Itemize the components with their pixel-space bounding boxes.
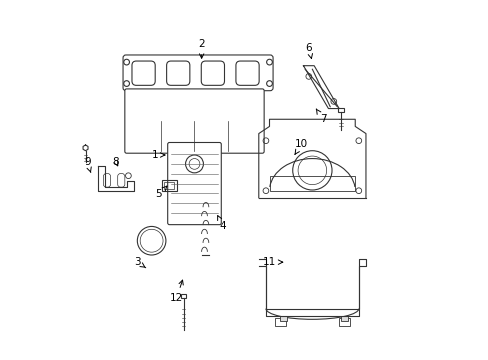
- Bar: [274, 318, 285, 327]
- Text: 7: 7: [316, 109, 325, 124]
- Text: 8: 8: [112, 157, 119, 167]
- Bar: [280, 316, 287, 321]
- Bar: [337, 108, 343, 112]
- Text: 9: 9: [84, 157, 91, 172]
- Text: 11: 11: [263, 257, 282, 267]
- Bar: [162, 180, 176, 191]
- Bar: [340, 316, 347, 321]
- Text: 2: 2: [198, 39, 204, 58]
- Bar: [164, 182, 174, 189]
- Text: 6: 6: [305, 43, 312, 59]
- Text: 12: 12: [170, 280, 183, 303]
- FancyBboxPatch shape: [167, 143, 221, 225]
- Text: 10: 10: [294, 139, 307, 154]
- Bar: [339, 318, 349, 327]
- Text: 4: 4: [217, 216, 226, 231]
- Bar: [269, 176, 354, 191]
- Bar: [181, 294, 186, 298]
- Text: 1: 1: [152, 150, 164, 160]
- Text: 5: 5: [155, 186, 166, 199]
- Text: 3: 3: [134, 257, 145, 268]
- FancyBboxPatch shape: [124, 89, 264, 153]
